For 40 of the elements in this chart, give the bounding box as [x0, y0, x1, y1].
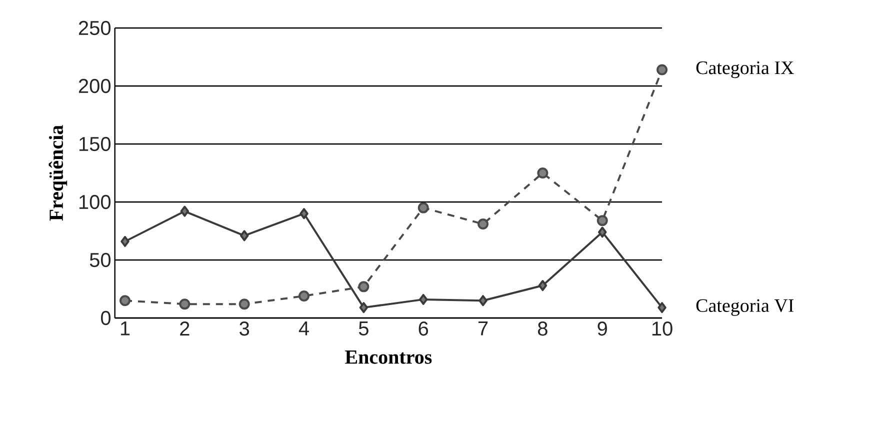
- point: [120, 295, 131, 306]
- point: [180, 206, 190, 217]
- y-tick-label: 150: [79, 136, 111, 152]
- y-tick-label: 50: [90, 252, 111, 268]
- point: [418, 294, 428, 305]
- x-tick-label: 7: [478, 322, 488, 336]
- point: [596, 215, 608, 226]
- x-tick-label: 2: [180, 322, 190, 336]
- point: [598, 226, 607, 238]
- x-axis-title: Encontros: [345, 350, 432, 364]
- x-tick-label: 6: [418, 322, 428, 336]
- y-tick-label: 0: [100, 310, 111, 326]
- y-tick-label: 200: [78, 78, 111, 94]
- y-tick-label: 100: [79, 194, 111, 210]
- point: [359, 302, 368, 314]
- point: [300, 208, 308, 220]
- x-tick-label: 5: [358, 322, 368, 336]
- point: [478, 295, 488, 306]
- point: [656, 64, 668, 76]
- x-tick-label: 10: [652, 322, 672, 336]
- y-axis-title: Freqüência: [48, 125, 68, 221]
- x-tick-label: 4: [298, 322, 309, 336]
- x-tick-label: 1: [120, 322, 130, 336]
- x-tick-label: 9: [598, 322, 607, 336]
- y-tick-label: 250: [78, 20, 111, 36]
- x-tick-label: 3: [240, 322, 250, 336]
- point: [358, 281, 370, 292]
- series-label: Categoria VI: [696, 299, 794, 316]
- point: [238, 298, 250, 310]
- x-tick-label: 8: [538, 322, 548, 336]
- point: [538, 280, 548, 292]
- point: [179, 298, 190, 310]
- point: [240, 230, 249, 242]
- point: [120, 236, 130, 247]
- point: [537, 168, 548, 178]
- series-label: Categoria IX: [696, 61, 794, 78]
- point: [658, 302, 666, 314]
- point: [478, 218, 489, 230]
- point: [418, 202, 429, 214]
- point: [298, 290, 310, 302]
